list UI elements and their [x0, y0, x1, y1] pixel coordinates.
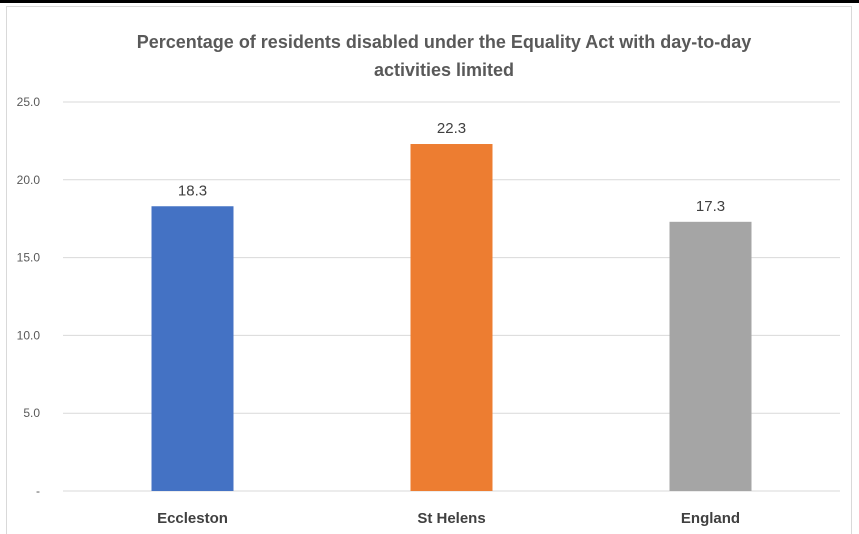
y-tick-label: - — [36, 484, 40, 498]
bar-st-helens — [410, 144, 493, 491]
chart-title-line-2: activities limited — [374, 60, 514, 80]
data-label: 18.3 — [178, 182, 207, 199]
data-label: 17.3 — [696, 198, 725, 215]
top-border-rule — [0, 0, 859, 3]
bar-england — [669, 221, 752, 491]
data-labels: 18.3 22.3 17.3 — [178, 120, 725, 215]
x-category-label: St Helens — [417, 510, 485, 527]
y-tick-label: 15.0 — [17, 251, 41, 265]
bars — [151, 144, 752, 491]
chart-frame — [6, 6, 852, 534]
y-tick-label: 5.0 — [23, 406, 40, 420]
chart-title-line-1: Percentage of residents disabled under t… — [137, 32, 751, 52]
x-axis-categories: Eccleston St Helens England — [157, 510, 740, 527]
y-axis-ticks: - 5.0 10.0 15.0 20.0 25.0 — [17, 95, 41, 498]
x-category-label: Eccleston — [157, 510, 228, 527]
data-label: 22.3 — [437, 120, 466, 137]
y-tick-label: 10.0 — [17, 328, 41, 342]
y-tick-label: 20.0 — [17, 173, 41, 187]
bar-eccleston — [151, 206, 234, 491]
x-category-label: England — [681, 510, 740, 527]
y-tick-label: 25.0 — [17, 95, 41, 109]
